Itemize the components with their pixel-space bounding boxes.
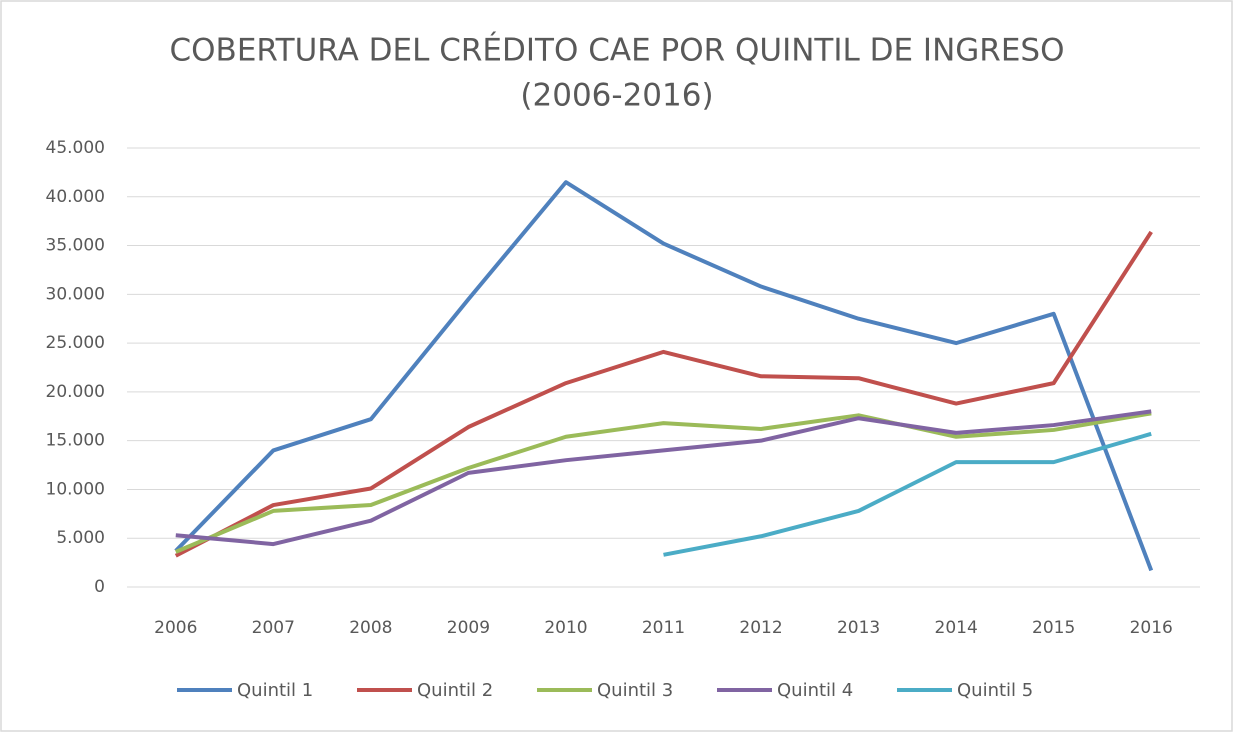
y-tick-label: 5.000 bbox=[56, 528, 105, 548]
x-tick-label: 2006 bbox=[154, 618, 197, 638]
series-line bbox=[174, 411, 1152, 554]
series-line bbox=[175, 409, 1152, 547]
x-tick-label: 2009 bbox=[447, 618, 490, 638]
chart-title: COBERTURA DEL CRÉDITO CAE POR QUINTIL DE… bbox=[170, 33, 1065, 69]
y-tick-label: 10.000 bbox=[46, 479, 105, 499]
x-tick-label: 2012 bbox=[739, 618, 782, 638]
y-tick-label: 40.000 bbox=[46, 187, 105, 207]
series-line bbox=[174, 180, 1154, 572]
series-line bbox=[174, 230, 1153, 558]
y-tick-label: 20.000 bbox=[46, 382, 105, 402]
y-tick-label: 0 bbox=[94, 577, 105, 597]
series-line bbox=[663, 431, 1152, 557]
y-tick-label: 30.000 bbox=[46, 284, 105, 304]
legend-label: Quintil 1 bbox=[237, 680, 313, 701]
x-tick-label: 2008 bbox=[349, 618, 392, 638]
x-tick-label: 2014 bbox=[935, 618, 978, 638]
y-tick-label: 25.000 bbox=[46, 333, 105, 353]
y-tick-label: 45.000 bbox=[46, 138, 105, 158]
x-tick-label: 2010 bbox=[544, 618, 587, 638]
legend-label: Quintil 2 bbox=[417, 680, 493, 701]
x-tick-label: 2015 bbox=[1032, 618, 1075, 638]
chart-title: (2006-2016) bbox=[520, 78, 713, 114]
legend-label: Quintil 3 bbox=[597, 680, 673, 701]
legend-label: Quintil 5 bbox=[957, 680, 1033, 701]
x-tick-label: 2016 bbox=[1130, 618, 1173, 638]
x-tick-label: 2007 bbox=[252, 618, 295, 638]
x-tick-label: 2013 bbox=[837, 618, 880, 638]
x-tick-label: 2011 bbox=[642, 618, 685, 638]
legend-label: Quintil 4 bbox=[777, 680, 853, 701]
y-tick-label: 35.000 bbox=[46, 236, 105, 256]
y-tick-label: 15.000 bbox=[46, 431, 105, 451]
